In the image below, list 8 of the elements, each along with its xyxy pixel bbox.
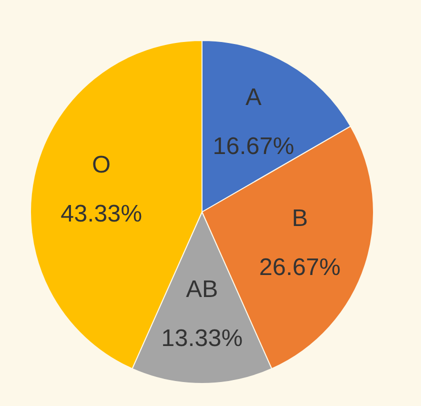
slice-label: B bbox=[292, 204, 308, 232]
slice-label: O bbox=[92, 152, 111, 179]
slice-label: AB bbox=[186, 276, 218, 304]
data-label: 16.67% bbox=[212, 133, 294, 160]
slice-label: A bbox=[245, 84, 262, 112]
data-label: 13.33% bbox=[161, 325, 243, 352]
data-label: 26.67% bbox=[259, 254, 341, 281]
data-label: 43.33% bbox=[60, 200, 142, 228]
